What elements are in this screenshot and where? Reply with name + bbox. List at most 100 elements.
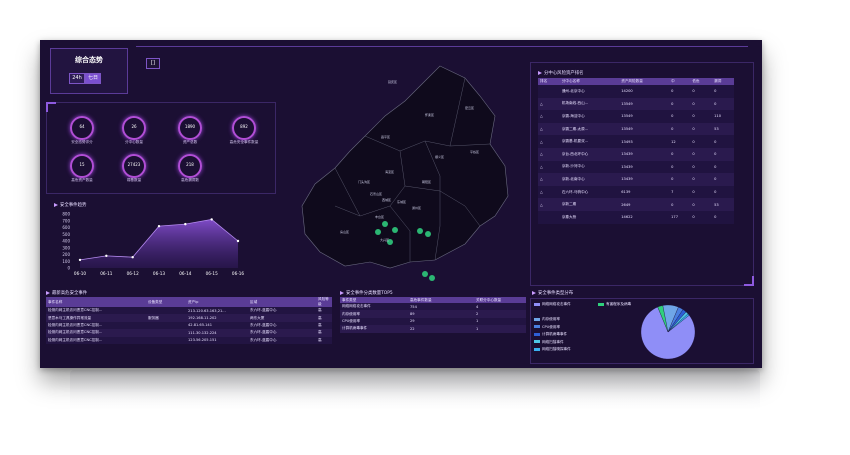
table-cell: 4	[474, 303, 526, 311]
table-cell: 两东大厦	[248, 314, 316, 322]
table-row[interactable]: 检测内网主机访问恶意CNC控制... 42.81.65.141 东六环-蓝盾中心高	[46, 321, 332, 330]
table-cell: 42.81.65.141	[186, 321, 248, 330]
map-label: 朝阳区	[422, 180, 432, 184]
trend-point[interactable]	[131, 256, 134, 259]
table-row[interactable]: 检测内网主机访问恶意CNC控制... 111.30.132.224 东六环-蓝盾中心…	[46, 329, 332, 337]
table-cell: 6139	[619, 185, 670, 199]
legend-item[interactable]: 网络扫描事件	[534, 340, 564, 345]
rank-indicator: △	[538, 173, 560, 186]
legend-swatch	[598, 302, 604, 306]
table-cell: 192.168.11.202	[186, 314, 248, 322]
legend-label: 网络扫描事件	[542, 339, 564, 344]
table-row[interactable]: 检测内网主机访问恶意CNC控制... 213.120.63.163,21... 东六…	[46, 307, 332, 315]
ranking-row[interactable]: △ 京新-沙河中心 13439 0 0 0	[538, 160, 734, 174]
panel-corner	[46, 102, 56, 112]
top5-title: 安全事件分类数量TOP5	[340, 290, 393, 296]
table-row[interactable]: CPU使用率 29 1	[340, 317, 526, 326]
table-cell: 29	[408, 317, 474, 326]
table-row[interactable]: 恶意木马工具操作异常流量 服务器 192.168.11.202 两东大厦高	[46, 314, 332, 322]
map-label: 昌平区	[381, 135, 391, 139]
ranking-table: 排名 分中心名称 资产风险数量 中 低危 漏洞 通州-北京中心 14200 0 0 0 △…	[538, 78, 734, 224]
ranking-row[interactable]: △ 京新二期 2649 0 0 53	[538, 198, 734, 211]
dashboard-screen: 综合态势 24h 七日 [] 64 安全态势评分 26 分中心数量 1890 资…	[40, 40, 762, 368]
table-cell: 京新二期	[559, 198, 620, 211]
table-row[interactable]: 计算机病毒事件 22 1	[340, 325, 526, 333]
table-cell: 14200	[619, 85, 670, 98]
column-header: 低危	[690, 78, 713, 85]
map-label: 怀柔区	[425, 113, 435, 117]
table-row[interactable]: 内存使用率 89 2	[340, 310, 526, 318]
table-cell: 53	[712, 198, 734, 211]
high-risk-asset-gauge: 15	[70, 154, 94, 178]
map-label: 密云区	[465, 106, 475, 110]
table-cell: 0	[690, 135, 713, 148]
rank-indicator: △	[538, 198, 560, 211]
map-label: 西城区	[382, 198, 392, 202]
trend-point[interactable]	[210, 218, 213, 221]
map-toggle-button[interactable]: []	[146, 58, 160, 69]
table-cell: 0	[712, 135, 734, 148]
table-cell: 13493	[619, 135, 670, 148]
column-header: 资产ip	[186, 297, 248, 307]
rank-indicator: △	[538, 110, 560, 123]
legend-item[interactable]: CPU使用率	[534, 325, 560, 330]
ranking-row[interactable]: 通州-北京中心 14200 0 0 0	[538, 85, 734, 98]
section-arrow-icon	[532, 290, 536, 295]
ranking-row[interactable]: △ 机场南线-西山... 13549 0 0 0	[538, 97, 734, 111]
ranking-row[interactable]: △ 京新-北南中心 13439 0 0 0	[538, 173, 734, 186]
map-district-line	[334, 167, 361, 217]
x-tick-label: 06-13	[153, 271, 166, 276]
table-cell: 京霸基-机要双...	[559, 135, 620, 148]
range-24h-button[interactable]: 24h	[69, 73, 85, 84]
table-cell: 0	[669, 160, 691, 174]
table-cell	[146, 336, 186, 344]
trend-point[interactable]	[157, 224, 161, 228]
table-cell: 石六环-马驹中心	[559, 185, 620, 199]
ranking-row[interactable]: △ 京台-西北环中心 13439 0 0 0	[538, 147, 734, 161]
trend-point[interactable]	[236, 239, 240, 243]
legend-swatch	[534, 302, 540, 306]
legend-item[interactable]: 计算机病毒事件	[534, 332, 567, 337]
table-cell: 东六环-蓝盾中心	[248, 329, 316, 337]
table-row[interactable]: 网络网络攻击事件 754 4	[340, 303, 526, 311]
rank-indicator	[538, 85, 560, 98]
high-risk-vuln-gauge: 218	[178, 154, 202, 178]
ranking-row[interactable]: △ 京霸-海淀中心 13549 0 0 110	[538, 110, 734, 123]
table-cell: 14622	[619, 210, 670, 224]
range-7d-button[interactable]: 七日	[85, 73, 101, 84]
ranking-row[interactable]: 京秦大桥 14622 177 0 0	[538, 210, 734, 224]
map-label: 门头沟区	[358, 180, 371, 184]
ranking-row[interactable]: △ 京霸二期-太原... 13549 0 0 53	[538, 122, 734, 136]
trend-point[interactable]	[105, 254, 108, 258]
score-gauge: 64	[70, 116, 94, 140]
column-header: 高危事件数量	[408, 297, 474, 303]
table-row[interactable]: 检测内网主机访问恶意CNC控制... 123.56.205.151 东六环-蓝盾中心…	[46, 336, 332, 344]
ranking-row[interactable]: △ 京霸基-机要双... 13493 12 0 0	[538, 135, 734, 148]
table-cell: 京霸-海淀中心	[559, 110, 620, 123]
ranking-row[interactable]: △ 石六环-马驹中心 6139 7 0 0	[538, 185, 734, 199]
ranking-header-row: 排名 分中心名称 资产风险数量 中 低危 漏洞	[538, 78, 734, 85]
table-cell	[146, 329, 186, 337]
section-arrow-icon	[538, 70, 542, 75]
trend-point[interactable]	[184, 222, 187, 226]
risk-level-badge: 高	[316, 329, 332, 337]
screen-reflection	[70, 370, 760, 410]
legend-item[interactable]: 内存使用率	[534, 317, 560, 322]
rank-indicator: △	[538, 135, 560, 148]
table-cell: 0	[690, 110, 713, 123]
trend-point[interactable]	[78, 258, 82, 262]
table-cell: 13439	[619, 160, 670, 174]
legend-item[interactable]: 有害程序及病毒	[598, 302, 631, 307]
rank-indicator: △	[538, 122, 560, 136]
table-cell: 111.30.132.224	[186, 329, 248, 337]
map-district-line	[449, 77, 466, 147]
map-label: 大兴区	[380, 238, 390, 242]
section-arrow-icon	[54, 202, 58, 207]
legend-item[interactable]: 网络扫描嗅探事件	[534, 347, 571, 352]
pie-slice[interactable]	[640, 306, 696, 360]
legend-item[interactable]: 网络网络攻击事件	[534, 302, 571, 307]
distribution-title: 安全事件类型分布	[532, 290, 573, 296]
pie-slice[interactable]	[667, 313, 690, 333]
table-cell: 2649	[619, 198, 670, 211]
table-cell: 东六环-蓝盾中心	[248, 307, 316, 315]
